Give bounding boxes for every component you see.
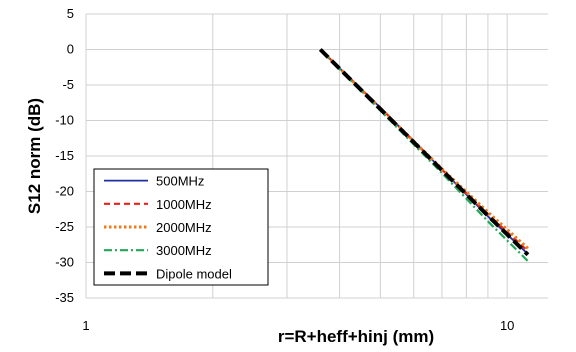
y-tick-label: -30: [55, 255, 74, 270]
x-tick-label: 1: [82, 318, 89, 333]
legend-label: 500MHz: [156, 174, 204, 189]
legend-label: 1000MHz: [156, 197, 212, 212]
y-tick-label: -10: [55, 113, 74, 128]
axes: 5 0 -5 -10 -15 -20 -25 -30 -35 1 10: [55, 6, 514, 333]
legend-label: Dipole model: [156, 266, 232, 281]
y-axis-title: S12 norm (dB): [25, 98, 44, 214]
y-tick-label: -20: [55, 184, 74, 199]
legend: 500MHz 1000MHz 2000MHz 3000MHz Dipole model: [93, 168, 269, 286]
y-tick-label: -5: [62, 77, 74, 92]
legend-label: 3000MHz: [156, 243, 212, 258]
y-tick-label: 5: [67, 6, 74, 21]
y-tick-label: -15: [55, 148, 74, 163]
legend-label: 2000MHz: [156, 220, 212, 235]
y-tick-label: 0: [67, 42, 74, 57]
y-tick-label: -25: [55, 219, 74, 234]
series-line-3000mhz: [319, 48, 529, 262]
series-lines: [318, 48, 530, 262]
x-tick-label: 10: [500, 318, 514, 333]
x-axis-title: r=R+heff+hinj (mm): [278, 327, 434, 346]
gridlines: [85, 13, 548, 299]
series-line-dipole-model: [318, 48, 530, 257]
y-tick-label: -35: [55, 290, 74, 305]
legend-box: [93, 168, 269, 286]
